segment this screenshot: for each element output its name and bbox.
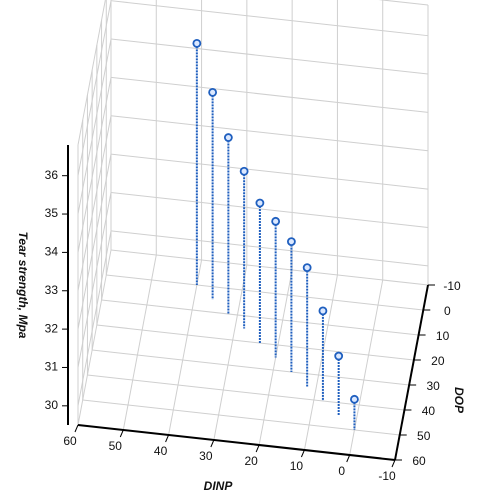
y-tick-label: 0	[444, 304, 451, 318]
point	[302, 263, 312, 272]
grid-line	[303, 274, 338, 451]
x-tick-label: 20	[244, 454, 258, 468]
grid-line	[122, 254, 157, 431]
grid-line	[77, 0, 112, 176]
axis-line	[77, 424, 396, 461]
grid-line	[82, 399, 400, 436]
grid-line	[110, 115, 429, 152]
x-tick-label: 60	[63, 434, 77, 448]
axis-line	[394, 284, 429, 461]
z-axis-title: Tear strength, Mpa	[16, 232, 30, 339]
x-axis-title: DINP	[204, 479, 234, 493]
grid-line	[110, 76, 429, 113]
x-tick-label: 50	[109, 439, 123, 453]
grid-line	[96, 324, 414, 361]
grid-line	[110, 153, 429, 190]
z-tick-label: 36	[45, 168, 59, 182]
grid-line	[77, 115, 112, 291]
z-tick-label: 34	[45, 245, 59, 259]
z-tick-label: 31	[45, 360, 59, 374]
y-tick-label: 40	[422, 404, 436, 418]
point	[239, 166, 249, 176]
grid-line	[110, 38, 429, 75]
tick	[119, 429, 124, 438]
point	[318, 306, 328, 316]
x-tick-label: 10	[290, 459, 304, 473]
point	[208, 87, 218, 97]
point	[286, 237, 296, 246]
y-tick-label: 50	[417, 429, 431, 443]
grid-line	[349, 279, 384, 456]
grid-line	[110, 249, 429, 286]
tick	[210, 439, 215, 448]
point	[223, 133, 233, 142]
x-tick-label: 0	[338, 464, 345, 478]
y-tick-label: 30	[426, 379, 440, 393]
z-tick-label: 35	[45, 206, 59, 220]
grid-line	[77, 192, 112, 368]
y-tick-label: -10	[443, 279, 461, 293]
box-edge	[77, 0, 106, 146]
grid-line	[77, 230, 112, 406]
z-tick-label: 30	[45, 398, 59, 412]
tick	[165, 434, 170, 443]
grid-line	[77, 77, 112, 253]
tick	[346, 454, 351, 463]
x-tick-label: 30	[199, 449, 213, 463]
point	[255, 198, 265, 208]
point	[192, 38, 202, 48]
x-tick-label: -10	[378, 469, 396, 483]
grid-line	[168, 259, 203, 436]
grid-line	[213, 264, 248, 441]
tick	[391, 459, 396, 468]
grid-line	[110, 191, 429, 228]
point	[334, 351, 344, 361]
grid-line	[106, 274, 424, 311]
grid-line	[87, 374, 405, 411]
grid-line	[77, 154, 112, 330]
grid-line	[110, 0, 429, 37]
grid-line	[77, 38, 112, 215]
grid-line	[92, 349, 410, 386]
point	[350, 394, 359, 404]
grid-line	[110, 230, 429, 267]
tick	[300, 449, 305, 458]
y-tick-label: 60	[412, 454, 426, 468]
x-tick-label: 40	[154, 444, 168, 458]
point	[271, 216, 281, 226]
z-tick-label: 33	[45, 283, 59, 297]
y-tick-label: 20	[431, 354, 445, 368]
z-tick-label: 32	[45, 321, 59, 335]
tick	[74, 424, 79, 433]
y-axis-title: DOP	[452, 387, 466, 414]
y-tick-label: 10	[436, 329, 450, 343]
tick	[255, 444, 260, 453]
box-edge	[378, 0, 429, 6]
grid-line	[77, 249, 112, 426]
